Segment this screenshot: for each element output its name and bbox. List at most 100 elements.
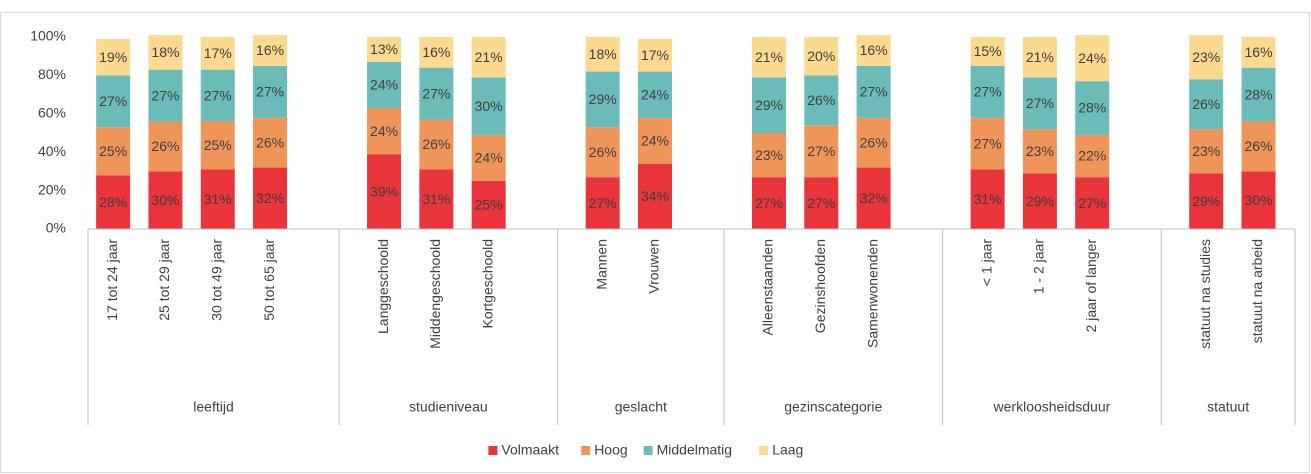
bar-segment: [1189, 35, 1224, 80]
data-label: 23%: [1026, 143, 1054, 159]
bar-segment: [637, 71, 672, 118]
bar-segment: [970, 117, 1005, 170]
data-label: 23%: [1192, 49, 1220, 65]
data-label: 26%: [256, 134, 284, 150]
x-tick-label: Vrouwen: [646, 239, 662, 294]
data-label: 32%: [256, 190, 284, 206]
data-label: 23%: [755, 147, 783, 163]
group-label: geslacht: [615, 399, 667, 415]
legend-swatch: [643, 446, 653, 455]
x-tick-label: 30 tot 49 jaar: [208, 239, 224, 321]
data-label: 21%: [755, 49, 783, 65]
data-label: 26%: [589, 144, 617, 160]
bar-segment: [1189, 173, 1224, 229]
bar-segment: [804, 177, 839, 229]
y-tick-label: 20%: [38, 181, 66, 197]
legend-label: Hoog: [594, 442, 627, 458]
bar-segment: [96, 75, 131, 128]
data-label: 30%: [1245, 192, 1273, 208]
data-label: 34%: [641, 188, 669, 204]
data-label: 26%: [422, 136, 450, 152]
bar-segment: [148, 171, 183, 229]
bar-segment: [856, 167, 891, 229]
data-label: 27%: [755, 195, 783, 211]
bar-segment: [585, 71, 620, 128]
bar-segment: [419, 37, 454, 68]
bar-segment: [970, 37, 1005, 66]
data-label: 24%: [1078, 50, 1106, 66]
data-label: 18%: [589, 46, 617, 62]
bar-segment: [253, 167, 288, 229]
bar-segment: [804, 75, 839, 126]
bar-segment: [419, 169, 454, 229]
bar-segment: [367, 108, 402, 155]
bar-segment: [148, 69, 183, 122]
bar-segment: [1075, 35, 1110, 82]
bar-segment: [1241, 171, 1276, 229]
bar-segment: [96, 127, 131, 176]
data-label: 31%: [974, 191, 1002, 207]
bar-segment: [1075, 177, 1110, 229]
chart-frame: [0, 12, 1310, 473]
y-tick-label: 0%: [46, 220, 66, 236]
data-label: 28%: [1078, 100, 1106, 116]
bar-segment: [200, 69, 235, 122]
data-label: 16%: [422, 44, 450, 60]
x-tick-label: Gezinshoofden: [812, 239, 828, 333]
bar-segment: [367, 37, 402, 62]
bar-segment: [637, 163, 672, 229]
x-tick-label: Mannen: [593, 239, 609, 290]
legend-label: Laag: [772, 442, 803, 458]
data-label: 30%: [151, 192, 179, 208]
bar-segment: [856, 65, 891, 118]
data-label: 21%: [1026, 49, 1054, 65]
bar-segment: [419, 67, 454, 120]
bar-segment: [1022, 173, 1057, 229]
bar-segment: [804, 37, 839, 76]
data-label: 29%: [1026, 193, 1054, 209]
bar-segment: [471, 37, 506, 78]
data-label: 28%: [1245, 86, 1273, 102]
data-label: 26%: [151, 138, 179, 154]
data-label: 13%: [370, 41, 398, 57]
bar-segment: [367, 154, 402, 229]
data-label: 29%: [755, 97, 783, 113]
legend-label: Volmaakt: [501, 442, 559, 458]
bar-segment: [1241, 121, 1276, 172]
data-label: 27%: [807, 143, 835, 159]
data-label: 27%: [589, 195, 617, 211]
data-label: 25%: [99, 143, 127, 159]
data-label: 25%: [204, 137, 232, 153]
x-tick-label: statuut na arbeid: [1249, 239, 1265, 343]
y-tick-label: 60%: [38, 105, 66, 121]
bar-segment: [585, 37, 620, 72]
x-tick-label: 17 tot 24 jaar: [104, 239, 120, 321]
data-label: 27%: [99, 93, 127, 109]
bar-segment: [1241, 37, 1276, 68]
x-tick-label: 2 jaar of langer: [1083, 239, 1099, 333]
legend-label: Middelmatig: [657, 442, 732, 458]
data-label: 29%: [589, 91, 617, 107]
data-label: 24%: [475, 150, 503, 166]
bar-segment: [637, 117, 672, 164]
y-tick-label: 80%: [38, 66, 66, 82]
bar-segment: [585, 127, 620, 178]
data-label: 16%: [1245, 44, 1273, 60]
x-tick-label: statuut na studies: [1197, 239, 1213, 349]
data-label: 16%: [256, 42, 284, 58]
bar-segment: [96, 38, 131, 76]
data-label: 28%: [99, 194, 127, 210]
data-label: 24%: [370, 77, 398, 93]
y-tick-label: 100%: [30, 28, 66, 44]
bar-segment: [253, 117, 288, 168]
x-tick-label: Middengeschoold: [427, 239, 443, 349]
bar-segment: [804, 125, 839, 178]
data-label: 27%: [860, 83, 888, 99]
data-label: 31%: [204, 191, 232, 207]
bar-segment: [751, 177, 786, 229]
bar-segment: [970, 169, 1005, 229]
x-tick-label: 25 tot 29 jaar: [156, 239, 172, 321]
bar-segment: [751, 77, 786, 133]
bar-segment: [1022, 77, 1057, 130]
x-tick-label: < 1 jaar: [978, 239, 994, 286]
